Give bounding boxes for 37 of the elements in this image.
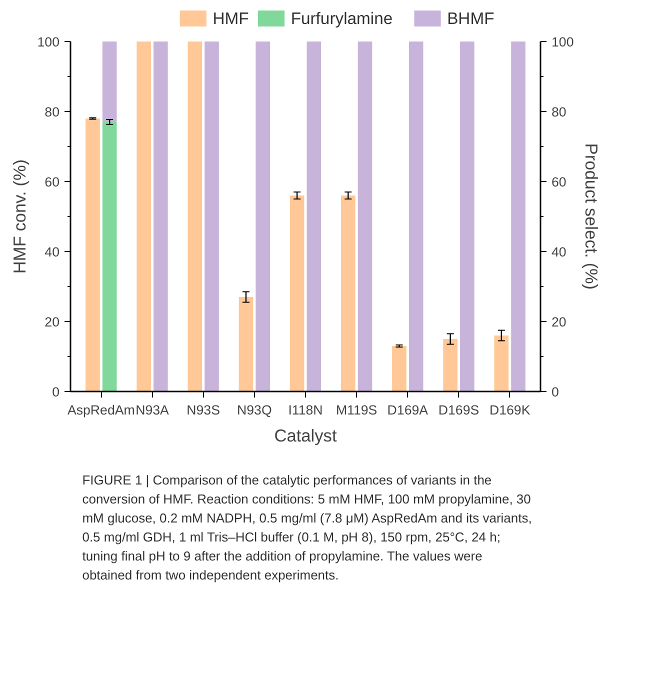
- bar: [290, 196, 304, 392]
- legend-label: Furfurylamine: [290, 9, 393, 28]
- y-tick-label: 80: [44, 104, 60, 120]
- y-tick-label: 60: [44, 174, 60, 190]
- y-axis-title: HMF conv. (%): [9, 159, 30, 274]
- x-tick-label: D169K: [489, 402, 530, 418]
- x-axis-title: Catalyst: [274, 426, 337, 446]
- bar: [136, 42, 151, 392]
- x-tick-label: N93A: [136, 402, 170, 418]
- x-tick-label: AspRedAm: [67, 402, 135, 418]
- y-tick-label: 100: [37, 34, 60, 50]
- x-tick-label: M119S: [336, 402, 378, 418]
- bar: [341, 196, 356, 392]
- legend-label: BHMF: [447, 9, 494, 28]
- bar: [188, 42, 202, 392]
- legend-label: HMF: [212, 9, 249, 28]
- bar: [494, 336, 509, 392]
- caption: FIGURE 1 | Comparison of the catalytic performances of variants in the conversion of HMF. Reaction conditions: 5 mM HMF, 100 mM propylamine, 30 mM glucose, 0.2 mM NADPH, 0.5 mg/ml (7.8 μM) AspRedAm and its variants, 0.5 mg/ml GDH, 1 ml Tris–HCl buffer (0.1 M, pH 8), 150 rpm, 25°C, 24 h; tuning final pH to 9 after the addition of propylamine. The values were obtained from two independent experiments.: [82, 472, 532, 582]
- x-tick-label: I118N: [288, 402, 323, 418]
- y-tick-label: 20: [44, 314, 60, 330]
- bar: [86, 118, 100, 392]
- y-tick-label: 40: [44, 244, 60, 260]
- y2-tick-label: 20: [552, 314, 566, 330]
- y2-axis-title: Product select. (%): [582, 143, 602, 290]
- x-tick-label: D169A: [387, 402, 428, 418]
- x-tick-label: N93S: [186, 402, 220, 418]
- x-tick-label: D169S: [438, 402, 480, 418]
- y2-tick-label: 0: [552, 384, 559, 400]
- y2-tick-label: 40: [552, 244, 566, 260]
- y2-tick-label: 100: [552, 34, 574, 50]
- x-tick-label: N93Q: [237, 402, 272, 418]
- bar: [238, 297, 254, 392]
- bar: [443, 339, 458, 392]
- y-tick-label: 0: [52, 384, 60, 400]
- y2-tick-label: 80: [552, 104, 566, 120]
- bar: [392, 346, 406, 392]
- y2-tick-label: 60: [552, 174, 566, 190]
